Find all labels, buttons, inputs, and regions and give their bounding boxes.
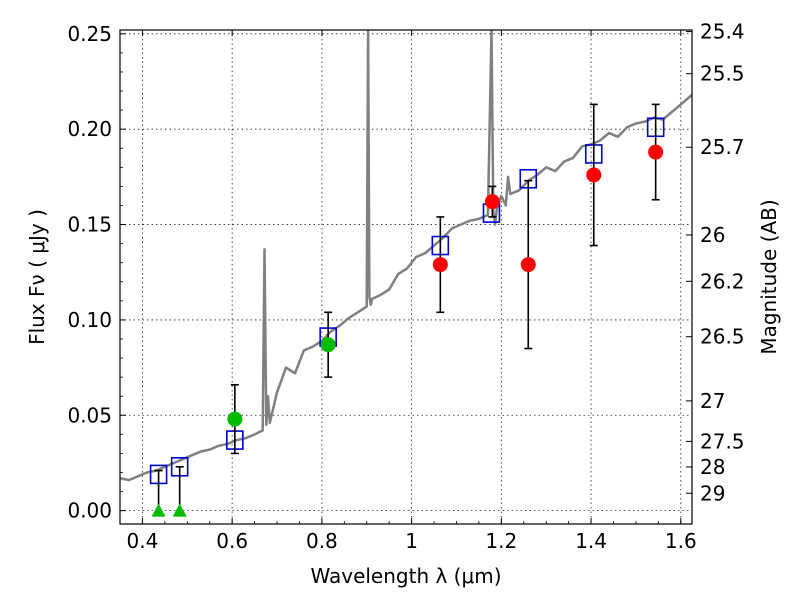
x-tick-label: 1.2 [485, 529, 517, 553]
x-tick-label: 0.8 [306, 529, 338, 553]
magnitude-tick-label: 27.5 [700, 429, 745, 453]
y-tick-label: 0.15 [67, 213, 112, 237]
magnitude-tick-label: 25.7 [700, 135, 745, 159]
red-observed-point [484, 194, 500, 210]
x-tick-label: 1.6 [665, 529, 697, 553]
red-observed-point [432, 257, 448, 273]
magnitude-tick-label: 25.5 [700, 62, 745, 86]
plot-frame [119, 29, 693, 525]
magnitude-tick-label: 26.2 [700, 269, 745, 293]
magnitude-tick-label: 29 [700, 481, 725, 505]
y-tick-label: 0.10 [67, 308, 112, 332]
magnitude-tick-label: 28 [700, 455, 725, 479]
y-tick-label: 0.25 [67, 22, 112, 46]
y-tick-label: 0.20 [67, 117, 112, 141]
x-tick-label: 0.6 [216, 529, 248, 553]
x-tick-label: 1 [405, 529, 418, 553]
data-markers [149, 103, 665, 517]
red-observed-point [520, 257, 536, 273]
grid [120, 30, 692, 524]
magnitude-tick-label: 26 [700, 223, 725, 247]
x-axis-label: Wavelength λ (μm) [310, 564, 501, 588]
axis-ticks: 0.4 0.6 0.8 1 1.2 1.4 1.6 0.00 0.05 0.10 0.15 0.20 0… [67, 20, 744, 553]
y-tick-label: 0.00 [67, 499, 112, 523]
red-observed-point [586, 167, 602, 183]
upper-limit-triangle [172, 503, 187, 517]
magnitude-tick-label: 26.5 [700, 325, 745, 349]
template-spectrum-line [120, 30, 692, 482]
red-observed-point [648, 144, 664, 160]
upper-limit-triangle [151, 503, 166, 517]
magnitude-tick-label: 27 [700, 389, 725, 413]
x-tick-label: 0.4 [127, 529, 159, 553]
x-tick-label: 1.4 [575, 529, 607, 553]
green-observed-point [227, 411, 243, 427]
y-tick-label: 0.05 [67, 403, 112, 427]
magnitude-axis-label: Magnitude (AB) [757, 199, 781, 354]
y-axis-label: Flux Fν ( μJy ) [25, 209, 49, 345]
template-spectrum [120, 30, 692, 482]
green-observed-point [320, 337, 336, 353]
magnitude-tick-label: 25.4 [700, 20, 745, 44]
